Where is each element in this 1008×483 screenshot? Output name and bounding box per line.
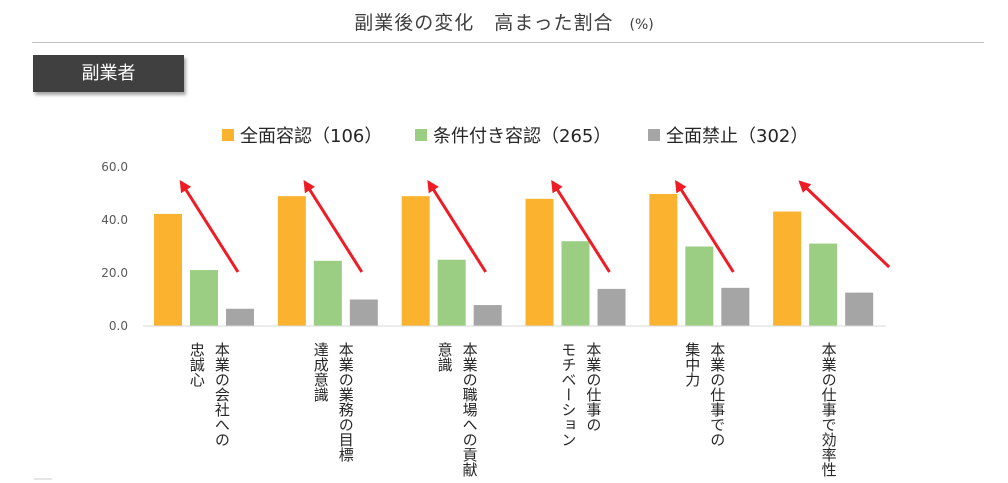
legend-item-conditional: 条件付き容認（265） (415, 122, 611, 148)
legend-swatch-green (415, 129, 427, 141)
bar-prohibited-2 (473, 305, 502, 326)
x-tick-label: 本業の業務の目標 達成意識 (311, 342, 355, 462)
bar-conditional-0 (190, 270, 218, 326)
bar-conditional-5 (809, 243, 838, 326)
legend-label-full: 全面容認（106） (240, 126, 383, 147)
chart-legend: 全面容認（106） 条件付き容認（265） 全面禁止（302） (0, 122, 1008, 148)
bar-full-5 (773, 211, 802, 326)
trend-arrow-2 (427, 179, 487, 273)
chart-title: 副業後の変化 高まった割合 (%) (0, 8, 1008, 35)
y-tick-label: 60.0 (101, 160, 128, 174)
x-tick-label: 本業の会社への 忠誠心 (187, 342, 231, 447)
bar-prohibited-1 (349, 299, 378, 326)
bar-full-4 (649, 194, 678, 326)
y-tick-label: 20.0 (101, 266, 128, 280)
bar-conditional-2 (437, 259, 466, 326)
trend-arrow-0 (179, 179, 240, 273)
bar-prohibited-4 (721, 287, 750, 326)
x-tick-label: 本業の職場への貢献 意識 (435, 342, 479, 477)
chart-title-text: 副業後の変化 高まった割合 (354, 12, 614, 34)
y-tick-label: 0.0 (109, 319, 128, 333)
bar-prohibited-5 (845, 292, 874, 326)
corner-mark (34, 478, 52, 480)
bar-prohibited-0 (226, 308, 254, 326)
bar-full-2 (401, 196, 430, 326)
trend-arrow-4 (675, 179, 735, 273)
title-divider (32, 42, 984, 43)
legend-item-full: 全面容認（106） (222, 122, 382, 148)
x-tick-label: 本業の仕事での 集中力 (683, 342, 727, 447)
bar-full-1 (277, 196, 306, 326)
legend-label-conditional: 条件付き容認（265） (433, 126, 612, 147)
bar-prohibited-3 (597, 288, 626, 326)
bar-conditional-4 (685, 246, 714, 326)
x-tick-label: 本業の仕事の モチベーション (559, 342, 603, 447)
trend-arrow-5 (798, 180, 891, 269)
bar-conditional-3 (561, 241, 590, 326)
x-tick-label: 本業の仕事で効率性 (819, 342, 838, 477)
trend-arrow-1 (303, 179, 364, 273)
legend-item-prohibited: 全面禁止（302） (648, 122, 808, 148)
trend-arrow-3 (551, 179, 611, 273)
y-tick-label: 40.0 (101, 213, 128, 227)
bar-conditional-1 (313, 260, 342, 326)
bar-full-3 (525, 198, 554, 326)
legend-label-prohibited: 全面禁止（302） (666, 126, 809, 147)
chart-unit: (%) (629, 17, 654, 33)
bar-full-0 (154, 213, 182, 326)
legend-swatch-orange (222, 129, 234, 141)
legend-swatch-gray (648, 129, 660, 141)
section-tag: 副業者 (33, 55, 184, 92)
